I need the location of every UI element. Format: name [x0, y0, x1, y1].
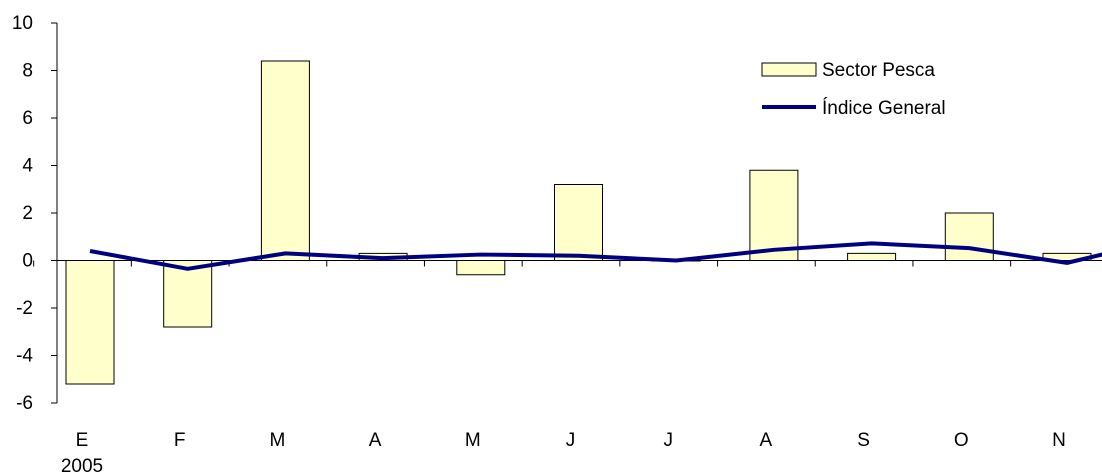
line-series-indice-general — [89, 241, 1102, 271]
legend-label-indice-general: Índice General — [822, 98, 946, 119]
x-tick-label: O — [954, 430, 969, 451]
bar — [554, 184, 603, 261]
y-tick-label: 2 — [22, 203, 33, 224]
legend-swatch-sector-pesca — [761, 62, 817, 77]
y-tick-label: 10 — [12, 13, 33, 34]
bar — [163, 260, 213, 328]
x-tick-label: J — [566, 430, 576, 451]
bar — [847, 252, 897, 261]
line-path — [89, 241, 1102, 271]
y-tick-label: -6 — [16, 393, 33, 414]
y-tick-label: -2 — [16, 298, 33, 319]
y-tick-label: -4 — [16, 346, 33, 367]
x-tick-label: A — [369, 430, 382, 451]
x-tick-label: A — [760, 430, 773, 451]
x-tick-label: M — [465, 430, 481, 451]
x-year-label: 2005 — [61, 456, 103, 474]
x-tick-label: S — [857, 430, 870, 451]
x-tick-label: N — [1052, 430, 1066, 451]
bar — [749, 169, 799, 261]
y-tick-label: 0 — [22, 251, 33, 272]
legend: Sector Pesca Índice General — [761, 60, 946, 119]
y-axis: -6 -4 -2 0 2 4 6 8 10 — [12, 13, 58, 414]
x-tick-label: M — [269, 430, 285, 451]
bar — [944, 212, 994, 261]
x-tick-label: J — [663, 430, 673, 451]
legend-label-sector-pesca: Sector Pesca — [822, 60, 935, 81]
bar — [65, 260, 115, 385]
bar-series-sector-pesca — [65, 60, 1092, 385]
x-tick-label: E — [76, 430, 89, 451]
y-tick-label: 6 — [22, 108, 33, 129]
bar — [260, 60, 310, 261]
bar — [456, 260, 506, 276]
y-tick-label: 4 — [22, 156, 33, 177]
y-tick-label: 8 — [22, 61, 33, 82]
x-tick-label: F — [174, 430, 186, 451]
